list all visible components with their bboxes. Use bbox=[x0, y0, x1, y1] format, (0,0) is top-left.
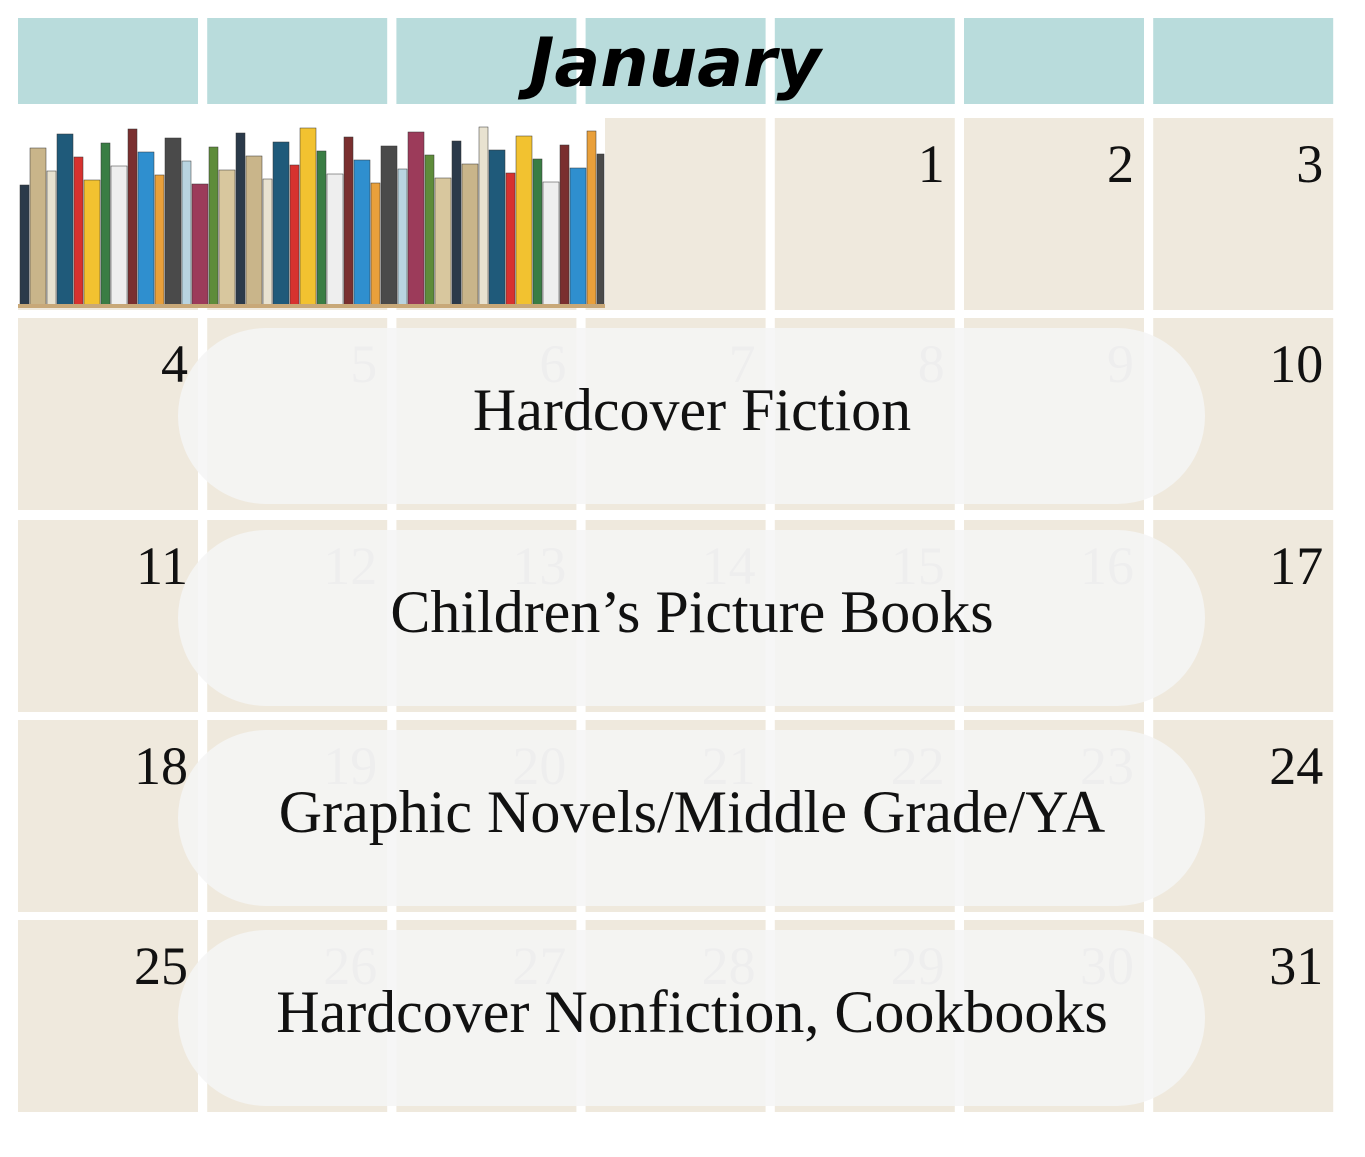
day-cell bbox=[18, 520, 198, 712]
book bbox=[181, 160, 192, 306]
book bbox=[191, 183, 209, 306]
day-number: 4 bbox=[161, 334, 188, 394]
book bbox=[586, 130, 597, 306]
events: Hardcover Fiction Children’s Picture Book… bbox=[178, 328, 1205, 1106]
book bbox=[515, 135, 533, 306]
day-number: 3 bbox=[1296, 134, 1323, 194]
book bbox=[289, 164, 300, 306]
event-label: Hardcover Fiction bbox=[473, 377, 911, 443]
event-label: Graphic Novels/Middle Grade/YA bbox=[279, 779, 1105, 845]
book bbox=[56, 133, 74, 306]
book bbox=[299, 127, 317, 306]
event-pill bbox=[178, 530, 1205, 706]
book bbox=[245, 155, 263, 306]
book bbox=[316, 150, 327, 306]
day-cell bbox=[585, 118, 766, 310]
day-cell bbox=[18, 720, 198, 912]
month-title: January bbox=[517, 24, 823, 103]
event-label: Children’s Picture Books bbox=[390, 579, 993, 645]
book bbox=[353, 159, 371, 306]
book bbox=[478, 126, 489, 306]
book bbox=[343, 136, 354, 306]
day-cell bbox=[18, 318, 198, 510]
book bbox=[154, 174, 165, 306]
book bbox=[110, 165, 128, 306]
day-cell bbox=[18, 920, 198, 1112]
day-number: 11 bbox=[136, 536, 188, 596]
book bbox=[407, 131, 425, 306]
day-number: 31 bbox=[1269, 936, 1323, 996]
book bbox=[19, 184, 30, 306]
book bbox=[596, 153, 605, 306]
event-pill bbox=[178, 930, 1205, 1106]
book bbox=[397, 168, 408, 306]
day-number: 2 bbox=[1107, 134, 1134, 194]
book bbox=[505, 172, 516, 306]
book bbox=[569, 167, 587, 306]
book bbox=[29, 147, 47, 306]
book bbox=[424, 154, 435, 306]
book bbox=[542, 181, 560, 306]
day-number: 10 bbox=[1269, 334, 1323, 394]
day-number: 1 bbox=[918, 134, 945, 194]
book bbox=[326, 173, 344, 306]
day-number: 25 bbox=[134, 936, 188, 996]
book bbox=[46, 170, 57, 306]
book bbox=[434, 177, 452, 306]
header-cell bbox=[1153, 18, 1334, 104]
book bbox=[461, 163, 479, 306]
day-cell bbox=[774, 118, 955, 310]
header-cell bbox=[774, 18, 955, 104]
event-pill bbox=[178, 328, 1205, 504]
book bbox=[83, 179, 101, 306]
day-cell bbox=[964, 118, 1144, 310]
book bbox=[235, 132, 246, 306]
day-number: 17 bbox=[1269, 536, 1323, 596]
book bbox=[262, 178, 273, 306]
header-cell bbox=[585, 18, 766, 104]
book bbox=[272, 141, 290, 306]
book bbox=[218, 169, 236, 306]
book bbox=[100, 142, 111, 306]
book bbox=[559, 144, 570, 306]
day-number: 18 bbox=[134, 736, 188, 796]
header-cell bbox=[964, 18, 1144, 104]
book bbox=[532, 158, 543, 306]
header-cell bbox=[207, 18, 388, 104]
book bbox=[137, 151, 155, 306]
book bbox=[73, 156, 84, 306]
day-cell bbox=[1153, 118, 1334, 310]
bookshelf-image bbox=[18, 118, 605, 308]
shelf bbox=[18, 304, 605, 308]
day-number: 24 bbox=[1269, 736, 1323, 796]
header-cell bbox=[18, 18, 198, 104]
event-pill bbox=[178, 730, 1205, 906]
event-label: Hardcover Nonfiction, Cookbooks bbox=[276, 979, 1108, 1045]
book bbox=[488, 149, 506, 306]
book bbox=[208, 146, 219, 306]
book bbox=[370, 182, 381, 306]
book bbox=[451, 140, 462, 306]
header-cell bbox=[396, 18, 577, 104]
book bbox=[127, 128, 138, 306]
book bbox=[380, 145, 398, 306]
book bbox=[164, 137, 182, 306]
